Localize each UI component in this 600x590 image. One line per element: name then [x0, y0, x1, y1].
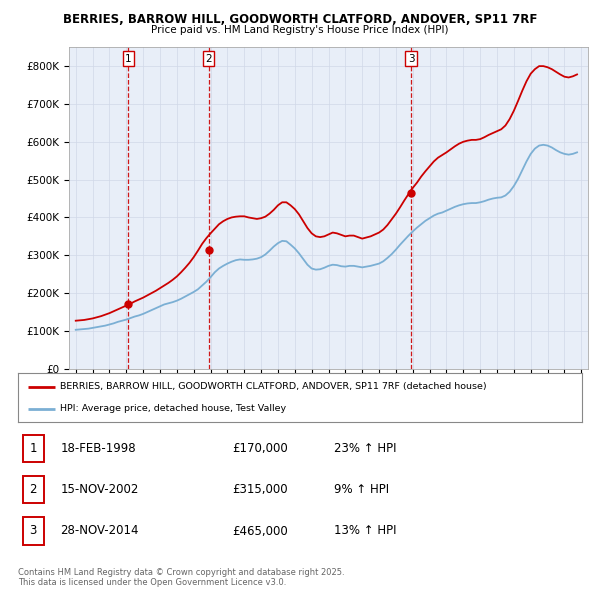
Text: 15-NOV-2002: 15-NOV-2002: [60, 483, 139, 496]
Text: 28-NOV-2014: 28-NOV-2014: [60, 525, 139, 537]
Text: Contains HM Land Registry data © Crown copyright and database right 2025.
This d: Contains HM Land Registry data © Crown c…: [18, 568, 344, 587]
Text: 23% ↑ HPI: 23% ↑ HPI: [334, 442, 397, 455]
Text: 1: 1: [29, 442, 37, 455]
Text: BERRIES, BARROW HILL, GOODWORTH CLATFORD, ANDOVER, SP11 7RF (detached house): BERRIES, BARROW HILL, GOODWORTH CLATFORD…: [60, 382, 487, 391]
FancyBboxPatch shape: [23, 435, 44, 462]
Text: 3: 3: [408, 54, 415, 64]
Text: £465,000: £465,000: [232, 525, 288, 537]
Text: 18-FEB-1998: 18-FEB-1998: [60, 442, 136, 455]
Text: 2: 2: [205, 54, 212, 64]
Text: HPI: Average price, detached house, Test Valley: HPI: Average price, detached house, Test…: [60, 404, 286, 413]
Text: 1: 1: [125, 54, 132, 64]
Text: BERRIES, BARROW HILL, GOODWORTH CLATFORD, ANDOVER, SP11 7RF: BERRIES, BARROW HILL, GOODWORTH CLATFORD…: [63, 13, 537, 26]
FancyBboxPatch shape: [23, 476, 44, 503]
Text: 9% ↑ HPI: 9% ↑ HPI: [334, 483, 389, 496]
Text: 13% ↑ HPI: 13% ↑ HPI: [334, 525, 397, 537]
Text: 2: 2: [29, 483, 37, 496]
Text: £170,000: £170,000: [232, 442, 288, 455]
Text: £315,000: £315,000: [232, 483, 288, 496]
Text: Price paid vs. HM Land Registry's House Price Index (HPI): Price paid vs. HM Land Registry's House …: [151, 25, 449, 35]
FancyBboxPatch shape: [23, 517, 44, 545]
Text: 3: 3: [29, 525, 37, 537]
